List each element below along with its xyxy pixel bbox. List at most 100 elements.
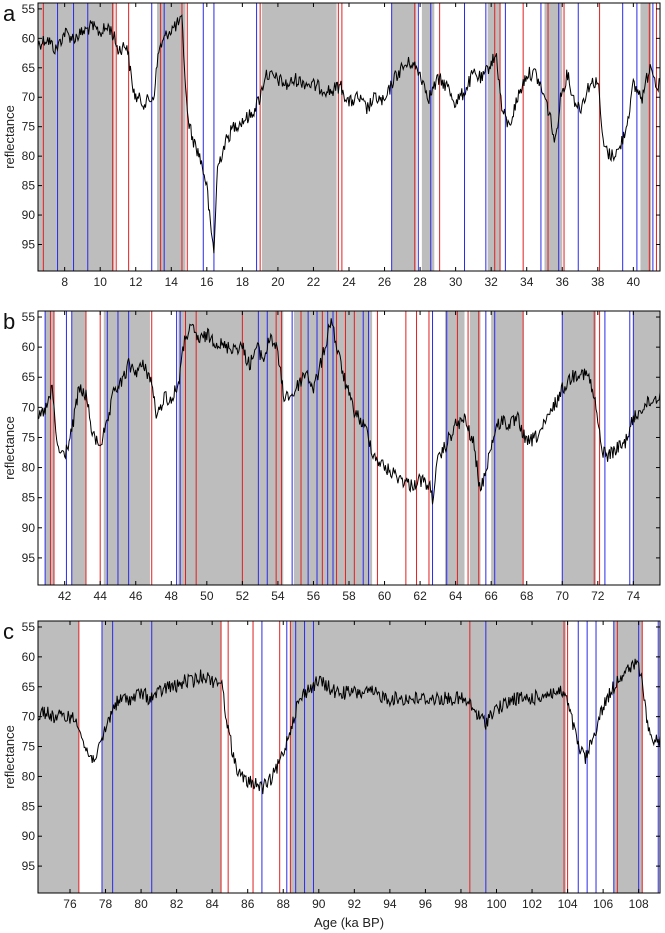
x-tick-label: 72 [591, 589, 605, 603]
x-tick-label: 44 [94, 589, 108, 603]
y-tick-label: 90 [22, 208, 36, 222]
x-tick-label: 106 [593, 897, 613, 911]
x-tick-label: 28 [413, 275, 427, 289]
x-tick-label: 30 [449, 275, 463, 289]
x-tick-label: 16 [200, 275, 214, 289]
y-tick-label: 65 [22, 370, 36, 384]
x-tick-label: 78 [99, 897, 113, 911]
panel-letter: a [3, 1, 16, 26]
reflectance-curve [38, 318, 660, 505]
y-tick-label: 95 [22, 551, 36, 565]
shaded-interval [391, 3, 417, 271]
y-tick-label: 60 [22, 650, 36, 664]
panel-letter: c [3, 619, 14, 644]
y-tick-label: 55 [22, 620, 36, 634]
panel-letter: b [3, 309, 15, 334]
x-tick-label: 10 [94, 275, 108, 289]
y-tick-label: 95 [22, 859, 36, 873]
y-tick-label: 80 [22, 769, 36, 783]
y-tick-label: 95 [22, 237, 36, 251]
panel-b: 55 60 65 70 75 80 85 90 95 42 44 46 48 50 52 54 56 58 60 62… [2, 309, 661, 603]
y-tick-label: 60 [22, 340, 36, 354]
x-tick-label: 60 [378, 589, 392, 603]
x-tick-label: 64 [449, 589, 463, 603]
x-tick-label: 20 [271, 275, 285, 289]
x-tick-label: 24 [342, 275, 356, 289]
x-tick-label: 12 [129, 275, 143, 289]
x-tick-label: 82 [170, 897, 184, 911]
y-tick-label: 65 [22, 680, 36, 694]
x-tick-label: 102 [522, 897, 542, 911]
shaded-interval [38, 621, 79, 893]
x-tick-label: 98 [454, 897, 468, 911]
x-tick-label: 50 [200, 589, 214, 603]
x-tick-label: 88 [277, 897, 291, 911]
x-tick-label: 76 [63, 897, 77, 911]
shaded-interval [444, 311, 465, 585]
x-tick-label: 22 [307, 275, 321, 289]
x-tick-label: 46 [129, 589, 143, 603]
shaded-interval [290, 621, 566, 893]
x-tick-label: 26 [378, 275, 392, 289]
y-tick-label: 80 [22, 461, 36, 475]
x-tick-label: 38 [591, 275, 605, 289]
shaded-interval [38, 3, 115, 271]
x-tick-label: 104 [558, 897, 578, 911]
shaded-interval [103, 311, 150, 585]
y-axis-label: reflectance [2, 725, 17, 789]
x-tick-label: 70 [556, 589, 570, 603]
x-tick-label: 32 [484, 275, 498, 289]
shaded-interval [633, 311, 660, 585]
panel-c: 55 60 65 70 75 80 85 90 95 76 78 80 82 84 86 88 90 92 94 96… [2, 619, 661, 930]
y-tick-label: 70 [22, 710, 36, 724]
x-tick-label: 8 [61, 275, 68, 289]
x-tick-label: 100 [486, 897, 506, 911]
plot-frame [37, 620, 661, 894]
y-tick-label: 85 [22, 179, 36, 193]
y-axis-label: reflectance [2, 416, 17, 480]
plot-area [38, 3, 660, 271]
x-tick-label: 80 [134, 897, 148, 911]
x-tick-label: 108 [629, 897, 649, 911]
y-tick-label: 90 [22, 829, 36, 843]
x-tick-label: 66 [484, 589, 498, 603]
y-tick-label: 55 [22, 2, 36, 16]
x-tick-label: 18 [236, 275, 250, 289]
x-tick-label: 62 [413, 589, 427, 603]
x-tick-label: 68 [520, 589, 534, 603]
x-tick-label: 56 [307, 589, 321, 603]
x-axis-label: Age (ka BP) [314, 915, 384, 930]
shaded-interval [491, 311, 524, 585]
y-axis-label: reflectance [2, 105, 17, 169]
x-tick-label: 48 [165, 589, 179, 603]
x-tick-label: 54 [271, 589, 285, 603]
y-tick-label: 75 [22, 120, 36, 134]
y-tick-label: 75 [22, 740, 36, 754]
y-tick-label: 80 [22, 149, 36, 163]
shaded-interval [487, 3, 501, 271]
y-tick-label: 85 [22, 799, 36, 813]
y-tick-label: 70 [22, 400, 36, 414]
shaded-interval [469, 311, 481, 585]
x-tick-label: 90 [312, 897, 326, 911]
x-tick-label: 74 [627, 589, 641, 603]
x-tick-label: 14 [165, 275, 179, 289]
panel-a: 55 60 65 70 75 80 85 90 95 8 10 12 14 16 18 20 22 24 26 28 3… [2, 1, 661, 289]
x-tick-label: 36 [556, 275, 570, 289]
y-tick-label: 90 [22, 521, 36, 535]
y-tick-label: 55 [22, 310, 36, 324]
x-tick-label: 96 [419, 897, 433, 911]
x-tick-label: 94 [383, 897, 397, 911]
x-tick-label: 42 [58, 589, 72, 603]
y-tick-label: 65 [22, 61, 36, 75]
y-tick-label: 70 [22, 90, 36, 104]
x-tick-label: 86 [241, 897, 255, 911]
x-tick-label: 52 [236, 589, 250, 603]
shaded-interval [562, 311, 597, 585]
shaded-interval [157, 3, 186, 271]
shaded-interval [421, 3, 435, 271]
y-tick-label: 75 [22, 430, 36, 444]
shaded-interval [640, 3, 652, 271]
shaded-interval [261, 3, 337, 271]
